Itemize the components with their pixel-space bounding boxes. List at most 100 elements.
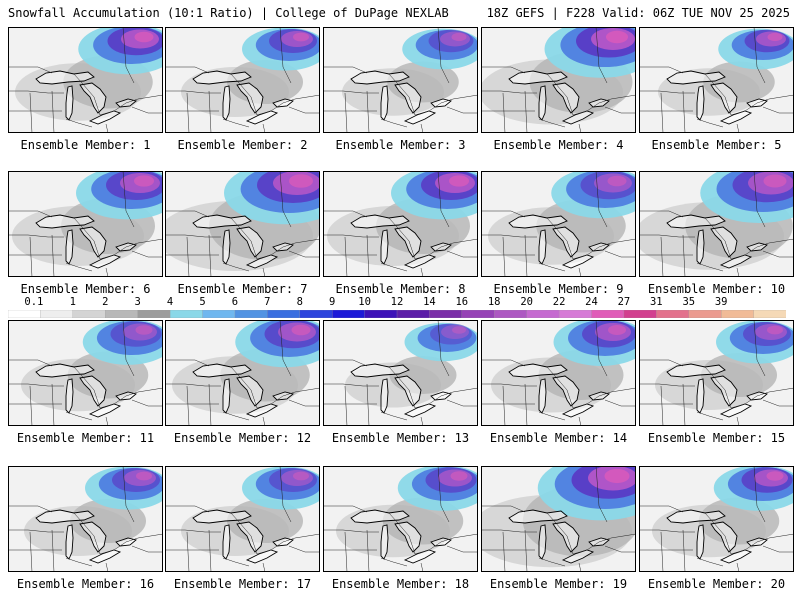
ensemble-member-caption: Ensemble Member: 18	[331, 577, 470, 591]
ensemble-member-panel: Ensemble Member: 13	[323, 320, 478, 445]
political-border	[186, 92, 190, 133]
colorbar-tick-label: 35	[682, 296, 696, 308]
lake-outline	[552, 521, 580, 553]
political-border	[660, 531, 664, 572]
ensemble-member-panel: Ensemble Member: 9	[481, 171, 636, 296]
snowfall-map	[323, 320, 478, 426]
colorbar-tick-label: 3	[134, 296, 141, 308]
political-border	[279, 27, 292, 84]
political-border	[131, 250, 163, 258]
lake-outline	[719, 254, 753, 269]
ensemble-member-panel: Ensemble Member: 3	[323, 27, 478, 152]
colorbar-swatch	[40, 310, 74, 318]
lake-outline	[508, 363, 568, 378]
colorbar-swatch	[396, 310, 431, 318]
political-border	[696, 557, 724, 567]
ensemble-member-panel: Ensemble Member: 1	[8, 27, 163, 152]
lake-outline	[236, 82, 264, 114]
lake-outline	[666, 363, 726, 378]
ensemble-member-caption: Ensemble Member: 16	[16, 577, 155, 591]
political-border	[165, 66, 210, 74]
political-border	[762, 545, 794, 553]
lake-outline	[79, 82, 107, 114]
lake-outline	[192, 509, 252, 524]
political-border	[165, 383, 221, 387]
lake-outline	[508, 509, 568, 524]
political-border	[380, 557, 408, 567]
colorbar-swatch	[137, 310, 171, 318]
political-border	[639, 234, 695, 238]
political-border	[595, 171, 608, 228]
lake-outline	[561, 110, 595, 125]
colorbar-tick-label: 5	[199, 296, 206, 308]
political-border	[388, 512, 478, 555]
political-border	[595, 320, 608, 377]
political-border	[502, 531, 506, 572]
political-border	[437, 27, 450, 84]
colorbar-swatch	[558, 310, 593, 318]
political-border	[8, 66, 53, 74]
snowfall-map	[481, 27, 636, 133]
political-border	[65, 118, 93, 128]
colorbar-swatch	[299, 310, 333, 318]
political-border	[222, 411, 250, 421]
lake-outline	[192, 214, 252, 229]
political-border	[279, 320, 292, 377]
lake-outline	[88, 403, 122, 418]
political-border	[481, 66, 526, 74]
snowfall-colorbar: 0.1 1 2 3 4 5 6 7 8 9 10 12 14 16 18 20 22 24 27 31 35 39	[8, 296, 786, 318]
ensemble-member-panel: Ensemble Member: 12	[165, 320, 320, 445]
colorbar-swatch	[656, 310, 690, 318]
political-border	[165, 505, 210, 513]
political-border	[524, 234, 528, 277]
colorbar-swatch	[721, 310, 755, 318]
colorbar-swatch	[267, 310, 301, 318]
snowfall-map	[639, 171, 794, 277]
political-border	[524, 529, 528, 572]
colorbar-swatch	[72, 310, 106, 318]
political-border	[29, 236, 33, 277]
colorbar-tick-label: 0.1	[24, 296, 44, 308]
political-border	[420, 416, 424, 426]
snowfall-contour	[293, 32, 309, 42]
political-border	[288, 250, 320, 258]
political-border	[420, 562, 424, 572]
snowfall-contour	[766, 471, 784, 481]
colorbar-tick-label: 39	[714, 296, 728, 308]
political-border	[366, 529, 370, 572]
political-border	[704, 217, 794, 260]
political-border	[122, 171, 135, 228]
snowfall-map	[639, 320, 794, 426]
snowfall-map	[8, 466, 163, 572]
colorbar-swatch	[526, 310, 560, 318]
political-border	[437, 466, 450, 523]
lake-outline	[552, 226, 580, 258]
political-border	[165, 90, 221, 94]
colorbar-tick-label: 16	[455, 296, 469, 308]
political-border	[73, 217, 163, 260]
political-border	[65, 557, 93, 567]
political-border	[131, 399, 163, 407]
colorbar-swatch	[332, 310, 366, 318]
colorbar-tick-label: 20	[520, 296, 534, 308]
political-border	[222, 557, 250, 567]
political-border	[524, 90, 528, 133]
political-border	[762, 250, 794, 258]
lake-outline	[350, 214, 410, 229]
snowfall-map	[323, 171, 478, 277]
ensemble-member-panel: Ensemble Member: 4	[481, 27, 636, 152]
political-border	[437, 171, 450, 228]
map-frame	[165, 171, 320, 277]
ensemble-member-caption: Ensemble Member: 20	[647, 577, 786, 591]
snowfall-map	[165, 171, 320, 277]
snowfall-contour	[450, 471, 468, 481]
snowfall-contour	[417, 324, 477, 352]
map-frame	[639, 320, 794, 426]
ensemble-member-panel: Ensemble Member: 19	[481, 466, 636, 591]
lake-outline	[88, 110, 122, 125]
political-border	[546, 512, 636, 555]
political-border	[682, 90, 686, 133]
lake-outline	[245, 254, 279, 269]
political-border	[323, 359, 368, 367]
colorbar-swatch	[623, 310, 657, 318]
